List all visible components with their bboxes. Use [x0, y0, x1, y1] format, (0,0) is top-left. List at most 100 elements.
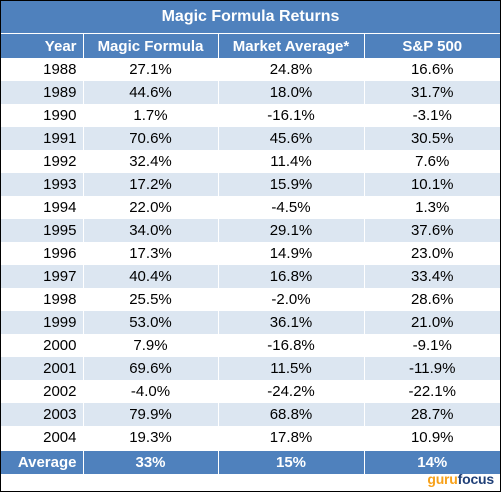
cell-magic-formula: 17.2%	[83, 173, 219, 196]
table-row: 1999 53.0% 36.1% 21.0%	[1, 311, 500, 334]
cell-magic-formula: 27.1%	[83, 58, 219, 81]
cell-sp500: -11.9%	[364, 357, 500, 380]
table-row: 2004 19.3% 17.8% 10.9%	[1, 426, 500, 450]
table-row: 1996 17.3% 14.9% 23.0%	[1, 242, 500, 265]
table-row: 1992 32.4% 11.4% 7.6%	[1, 150, 500, 173]
cell-year: 1991	[1, 127, 84, 150]
cell-sp500: 37.6%	[364, 219, 500, 242]
cell-sp500: 23.0%	[364, 242, 500, 265]
table-row: 2001 69.6% 11.5% -11.9%	[1, 357, 500, 380]
average-market-average: 15%	[218, 449, 365, 474]
cell-market-average: -24.2%	[218, 380, 365, 403]
cell-market-average: 17.8%	[218, 426, 365, 450]
cell-sp500: 30.5%	[364, 127, 500, 150]
table-row: 1994 22.0% -4.5% 1.3%	[1, 196, 500, 219]
cell-market-average: 29.1%	[218, 219, 365, 242]
cell-market-average: -16.8%	[218, 334, 365, 357]
cell-market-average: 11.4%	[218, 150, 365, 173]
cell-market-average: 18.0%	[218, 81, 365, 104]
table-row: 1997 40.4% 16.8% 33.4%	[1, 265, 500, 288]
cell-magic-formula: 32.4%	[83, 150, 219, 173]
cell-sp500: -9.1%	[364, 334, 500, 357]
cell-magic-formula: 7.9%	[83, 334, 219, 357]
cell-year: 1988	[1, 58, 84, 81]
cell-year: 1997	[1, 265, 84, 288]
average-magic-formula: 33%	[83, 449, 219, 474]
cell-magic-formula: 1.7%	[83, 104, 219, 127]
average-label: Average	[1, 449, 84, 474]
cell-magic-formula: 22.0%	[83, 196, 219, 219]
table-row: 1988 27.1% 24.8% 16.6%	[1, 58, 500, 81]
cell-market-average: 14.9%	[218, 242, 365, 265]
table-row: 1990 1.7% -16.1% -3.1%	[1, 104, 500, 127]
cell-sp500: 10.9%	[364, 426, 500, 450]
cell-year: 1992	[1, 150, 84, 173]
cell-magic-formula: 40.4%	[83, 265, 219, 288]
cell-sp500: 33.4%	[364, 265, 500, 288]
table-row: 1989 44.6% 18.0% 31.7%	[1, 81, 500, 104]
average-sp500: 14%	[364, 449, 500, 474]
table-row: 2002 -4.0% -24.2% -22.1%	[1, 380, 500, 403]
cell-sp500: 28.6%	[364, 288, 500, 311]
cell-market-average: 68.8%	[218, 403, 365, 426]
cell-year: 1990	[1, 104, 84, 127]
cell-sp500: 21.0%	[364, 311, 500, 334]
table-row: 2003 79.9% 68.8% 28.7%	[1, 403, 500, 426]
cell-magic-formula: 34.0%	[83, 219, 219, 242]
cell-year: 2003	[1, 403, 84, 426]
cell-magic-formula: 17.3%	[83, 242, 219, 265]
cell-sp500: 1.3%	[364, 196, 500, 219]
cell-market-average: 11.5%	[218, 357, 365, 380]
table-row: 1991 70.6% 45.6% 30.5%	[1, 127, 500, 150]
average-row: Average 33% 15% 14%	[1, 449, 500, 474]
header-row: Year Magic Formula Market Average* S&P 5…	[1, 34, 500, 58]
cell-magic-formula: 19.3%	[83, 426, 219, 450]
cell-year: 1993	[1, 173, 84, 196]
cell-year: 2004	[1, 426, 84, 450]
cell-year: 2002	[1, 380, 84, 403]
table-row: 1995 34.0% 29.1% 37.6%	[1, 219, 500, 242]
cell-market-average: -16.1%	[218, 104, 365, 127]
cell-magic-formula: 25.5%	[83, 288, 219, 311]
cell-magic-formula: 69.6%	[83, 357, 219, 380]
header-year: Year	[1, 34, 84, 58]
watermark-focus: focus	[457, 471, 495, 487]
cell-market-average: 36.1%	[218, 311, 365, 334]
cell-magic-formula: 79.9%	[83, 403, 219, 426]
cell-sp500: -22.1%	[364, 380, 500, 403]
cell-market-average: -4.5%	[218, 196, 365, 219]
cell-magic-formula: -4.0%	[83, 380, 219, 403]
table-row: 1998 25.5% -2.0% 28.6%	[1, 288, 500, 311]
cell-year: 1996	[1, 242, 84, 265]
cell-market-average: 15.9%	[218, 173, 365, 196]
cell-year: 1998	[1, 288, 84, 311]
cell-market-average: 45.6%	[218, 127, 365, 150]
cell-year: 1995	[1, 219, 84, 242]
cell-year: 2001	[1, 357, 84, 380]
table-title: Magic Formula Returns	[1, 1, 500, 34]
watermark-guru: guru	[427, 471, 458, 487]
cell-sp500: 10.1%	[364, 173, 500, 196]
cell-market-average: -2.0%	[218, 288, 365, 311]
cell-market-average: 16.8%	[218, 265, 365, 288]
cell-sp500: 31.7%	[364, 81, 500, 104]
header-magic-formula: Magic Formula	[83, 34, 219, 58]
cell-market-average: 24.8%	[218, 58, 365, 81]
cell-sp500: 7.6%	[364, 150, 500, 173]
cell-year: 1999	[1, 311, 84, 334]
cell-year: 1994	[1, 196, 84, 219]
table-row: 1993 17.2% 15.9% 10.1%	[1, 173, 500, 196]
cell-sp500: 28.7%	[364, 403, 500, 426]
header-market-average: Market Average*	[218, 34, 365, 58]
gurufocus-watermark: gurufocus	[427, 471, 494, 487]
header-sp500: S&P 500	[364, 34, 500, 58]
table-row: 2000 7.9% -16.8% -9.1%	[1, 334, 500, 357]
cell-magic-formula: 44.6%	[83, 81, 219, 104]
cell-sp500: 16.6%	[364, 58, 500, 81]
cell-magic-formula: 70.6%	[83, 127, 219, 150]
table-body: 1988 27.1% 24.8% 16.6% 1989 44.6% 18.0% 31.7% 19…	[1, 58, 500, 450]
cell-year: 2000	[1, 334, 84, 357]
cell-year: 1989	[1, 81, 84, 104]
returns-table: Year Magic Formula Market Average* S&P 5…	[1, 34, 500, 474]
